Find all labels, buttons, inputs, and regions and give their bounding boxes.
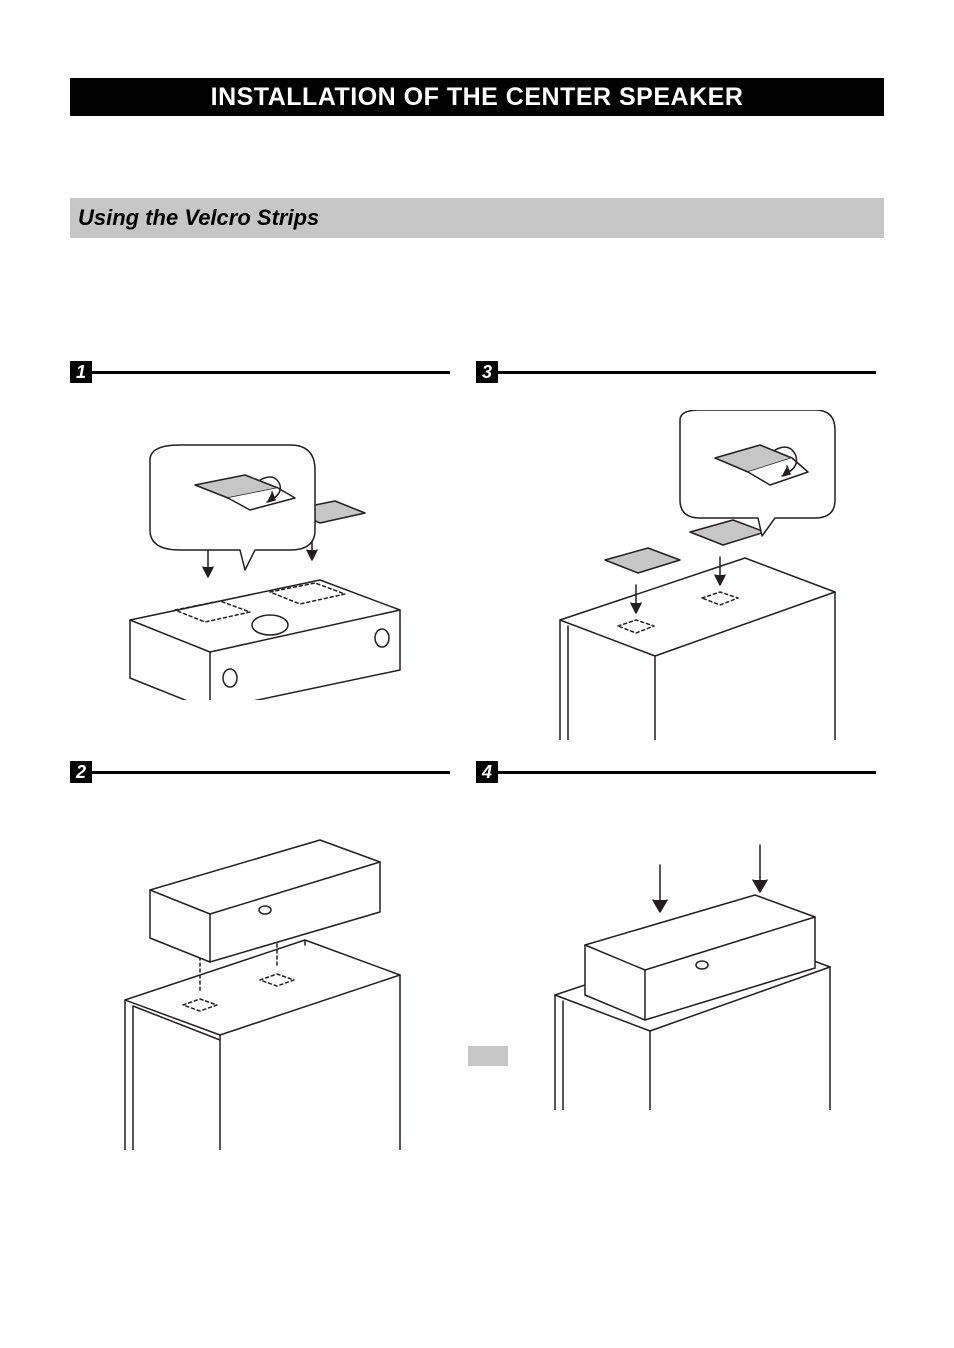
step-header-3: 3 — [476, 360, 876, 384]
diagram-press-speaker-down-icon — [530, 830, 850, 1110]
page-marker — [468, 1046, 508, 1066]
step-header-2: 2 — [70, 760, 450, 784]
figure-step-2 — [105, 820, 415, 1150]
step-number-4: 4 — [476, 761, 498, 783]
section-subtitle: Using the Velcro Strips — [78, 205, 319, 231]
section-subtitle-bar: Using the Velcro Strips — [70, 198, 884, 238]
figure-step-4 — [530, 830, 850, 1110]
figure-step-3 — [530, 410, 850, 740]
step-rule-2 — [92, 771, 450, 774]
step-header-4: 4 — [476, 760, 876, 784]
diagram-velcro-on-speaker-icon — [100, 420, 420, 700]
page-title: INSTALLATION OF THE CENTER SPEAKER — [211, 83, 744, 112]
step-rule-4 — [498, 771, 876, 774]
step-rule-1 — [92, 371, 450, 374]
page-title-bar: INSTALLATION OF THE CENTER SPEAKER — [70, 78, 884, 116]
step-header-1: 1 — [70, 360, 450, 384]
diagram-speaker-above-tv-icon — [105, 820, 415, 1150]
step-rule-3 — [498, 371, 876, 374]
diagram-velcro-on-tv-icon — [530, 410, 850, 740]
step-number-3: 3 — [476, 361, 498, 383]
step-number-2: 2 — [70, 761, 92, 783]
step-number-1: 1 — [70, 361, 92, 383]
figure-step-1 — [100, 420, 420, 700]
